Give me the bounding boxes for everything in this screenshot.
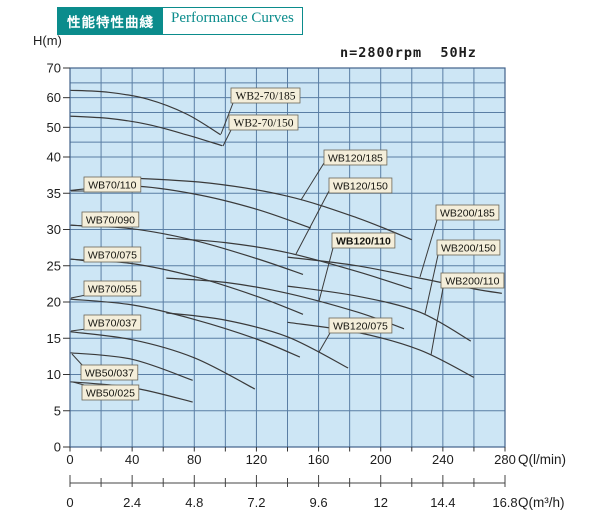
y-tick-label: 60 (47, 90, 61, 105)
curve-wb200-185 (287, 256, 502, 294)
curve-label-wb70-037: WB70/037 (88, 317, 137, 329)
label-leader-wb200-150 (424, 254, 439, 315)
curve-label-box-wb200-110 (440, 272, 505, 289)
y-tick-label: 40 (47, 150, 61, 165)
curve-label-box-wb70-075 (83, 246, 142, 263)
x-tick-label: 40 (125, 452, 139, 467)
curve-label-wb70-110: WB70/110 (88, 179, 136, 191)
curve-wb120-150 (166, 237, 412, 290)
curve-label-wb200-110: WB200/110 (445, 275, 499, 287)
curve-label-box-wb70-055 (83, 280, 142, 297)
x2-tick-label: 16.8 (492, 495, 517, 510)
x-tick-label: 0 (66, 452, 73, 467)
label-leader-wb2-70-150 (222, 129, 232, 147)
curve-label-wb2-70-185: WB2-70/185 (235, 90, 295, 102)
x2-tick-label: 14.4 (430, 495, 455, 510)
y-tick-label: 5 (54, 403, 61, 418)
curve-label-wb50-025: WB50/025 (86, 387, 135, 399)
curve-label-box-wb120-150 (328, 177, 393, 194)
label-leader-wb50-037 (71, 353, 84, 367)
speed-frequency-note: n=2800rpm 50Hz (340, 45, 477, 61)
curve-label-box-wb120-110 (331, 232, 396, 249)
x-axis-unit-label: Q(l/min) (518, 452, 566, 467)
x-tick-label: 240 (432, 452, 454, 467)
chart-title-chinese: 性能特性曲綫 (58, 8, 163, 34)
curve-label-box-wb50-025 (81, 384, 140, 401)
curve-label-wb120-185: WB120/185 (328, 152, 383, 164)
y-tick-label: 20 (47, 295, 61, 310)
label-leader-wb200-110 (430, 287, 444, 356)
x2-tick-label: 2.4 (123, 495, 141, 510)
y-tick-label: 50 (47, 120, 61, 135)
x2-tick-label: 12 (373, 495, 387, 510)
curve-label-box-wb200-185 (435, 204, 500, 221)
label-leader-wb2-70-185 (220, 102, 234, 135)
curve-label-wb2-70-150: WB2-70/150 (233, 117, 293, 129)
curve-label-box-wb200-150 (436, 239, 501, 256)
x-tick-label: 80 (187, 452, 201, 467)
chart-title: 性能特性曲綫 Performance Curves (57, 7, 303, 35)
curve-label-wb120-075: WB120/075 (333, 320, 388, 332)
x-tick-label: 120 (246, 452, 268, 467)
label-leader-wb120-150 (295, 190, 330, 255)
x2-tick-label: 0 (66, 495, 73, 510)
curve-label-box-wb2-70-185 (230, 87, 301, 104)
curve-label-box-wb70-037 (83, 314, 142, 331)
x2-axis-unit-label: Q(m³/h) (518, 495, 565, 510)
curve-wb50-037 (69, 352, 193, 381)
curve-wb120-185 (132, 177, 413, 241)
x-tick-label: 160 (308, 452, 330, 467)
curve-wb200-150 (287, 285, 472, 342)
label-leader-wb120-110 (318, 247, 334, 302)
curve-label-wb70-055: WB70/055 (88, 283, 137, 295)
y-tick-label: 30 (47, 222, 61, 237)
x-tick-label: 280 (494, 452, 516, 467)
curve-wb70-055 (69, 298, 301, 358)
curve-wb200-110 (287, 321, 475, 378)
y-axis-unit-label: H(m) (33, 33, 62, 48)
chart-title-english: Performance Curves (163, 8, 302, 34)
y-tick-label: 70 (47, 61, 61, 76)
y-tick-label: 0 (54, 440, 61, 455)
y-tick-label: 10 (47, 367, 61, 382)
x2-tick-label: 4.8 (185, 495, 203, 510)
curve-label-wb70-090: WB70/090 (86, 214, 135, 226)
curve-wb70-037 (69, 331, 256, 390)
label-leader-wb120-185 (300, 162, 325, 201)
y-tick-label: 35 (47, 186, 61, 201)
x-tick-label: 200 (370, 452, 392, 467)
curve-label-box-wb70-090 (81, 211, 140, 228)
curve-wb120-110 (166, 277, 405, 330)
curve-label-box-wb70-110 (83, 176, 142, 193)
curve-label-wb120-150: WB120/150 (333, 180, 388, 192)
curve-label-wb200-185: WB200/185 (440, 207, 495, 219)
curve-label-box-wb2-70-150 (228, 114, 299, 131)
curve-label-box-wb120-075 (328, 317, 393, 334)
curve-label-box-wb50-037 (80, 364, 139, 381)
x2-tick-label: 7.2 (247, 495, 265, 510)
y-tick-label: 25 (47, 258, 61, 273)
label-leader-wb120-075 (318, 332, 331, 353)
curve-label-wb50-037: WB50/037 (85, 367, 134, 379)
curve-wb2-70-150 (69, 115, 223, 147)
y-tick-label: 15 (47, 331, 61, 346)
x2-tick-label: 9.6 (310, 495, 328, 510)
curve-label-wb70-075: WB70/075 (88, 249, 137, 261)
label-leader-wb200-185 (419, 219, 438, 278)
label-leader-wb70-037 (70, 328, 87, 332)
curve-wb2-70-185 (69, 89, 222, 136)
curve-wb120-075 (166, 312, 349, 369)
label-leader-wb70-055 (70, 294, 87, 299)
curve-label-wb200-150: WB200/150 (441, 242, 496, 254)
curve-label-wb120-110: WB120/110 (336, 235, 391, 247)
curve-label-box-wb120-185 (323, 149, 388, 166)
